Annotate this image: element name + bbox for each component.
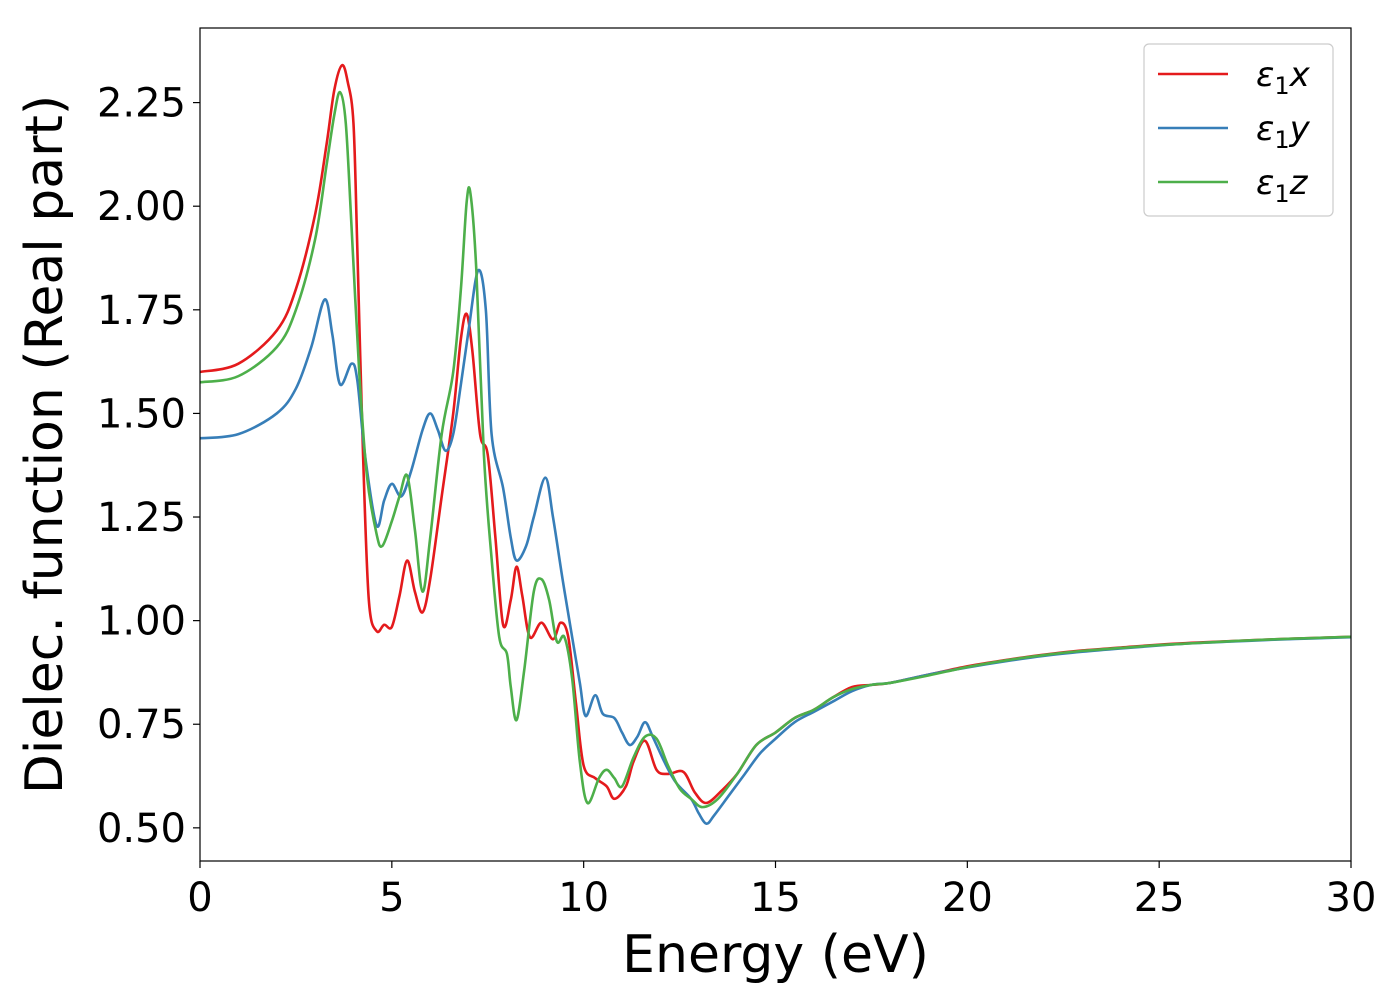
- x-tick-label: 5: [379, 875, 404, 921]
- y-axis-label: Dielec. function (Real part): [15, 95, 75, 794]
- x-axis-label: Energy (eV): [622, 925, 929, 985]
- x-tick-label: 10: [558, 875, 609, 921]
- legend-label-axis: x: [1289, 55, 1311, 95]
- legend-label-subscript: 1: [1274, 180, 1289, 208]
- legend-label: ε1y: [1256, 109, 1311, 154]
- y-tick-label: 2.00: [97, 184, 186, 230]
- legend-label-axis: z: [1289, 163, 1309, 203]
- legend-label-symbol: ε: [1256, 163, 1274, 203]
- legend-label-subscript: 1: [1274, 126, 1289, 154]
- legend-item-z: ε1z: [1158, 163, 1309, 208]
- y-tick-label: 0.75: [97, 702, 186, 748]
- legend-label-symbol: ε: [1256, 55, 1274, 95]
- x-tick-label: 15: [750, 875, 801, 921]
- y-tick-label: 1.75: [97, 288, 186, 334]
- legend-label: ε1x: [1256, 55, 1311, 100]
- y-tick-label: 1.00: [97, 599, 186, 645]
- legend-item-y: ε1y: [1158, 109, 1311, 154]
- legend-label: ε1z: [1256, 163, 1309, 208]
- y-tick-label: 1.50: [97, 391, 186, 437]
- legend-item-x: ε1x: [1158, 55, 1311, 100]
- x-tick-label: 20: [942, 875, 993, 921]
- x-axis-ticks: 0 5 10 15 20 25 30: [187, 861, 1376, 921]
- series-line-z: [200, 90, 1351, 809]
- legend-box: [1143, 43, 1334, 217]
- x-tick-label: 0: [187, 875, 212, 921]
- legend-label-symbol: ε: [1256, 109, 1274, 149]
- legend-label-axis: y: [1289, 109, 1311, 149]
- y-tick-label: 2.25: [97, 81, 186, 127]
- y-axis-ticks: 0.50 0.75 1.00 1.25 1.50 1.75 2.00 2.25: [97, 81, 200, 852]
- series-layer: [200, 63, 1351, 825]
- x-tick-label: 30: [1326, 875, 1377, 921]
- x-tick-label: 25: [1134, 875, 1185, 921]
- legend-label-subscript: 1: [1274, 72, 1289, 100]
- y-tick-label: 0.50: [97, 806, 186, 852]
- y-tick-label: 1.25: [97, 495, 186, 541]
